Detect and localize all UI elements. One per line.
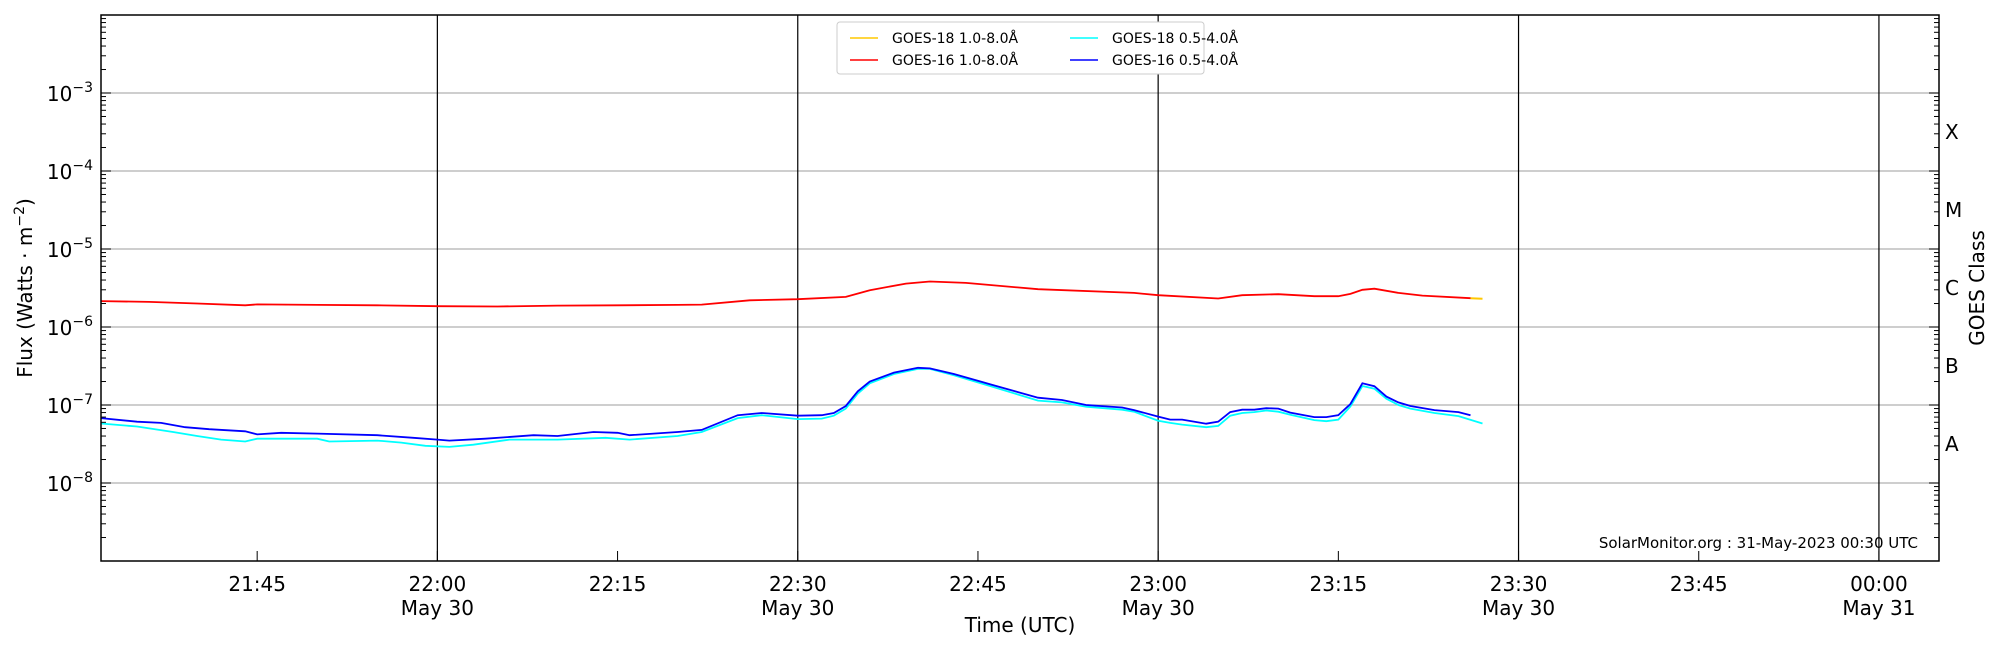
series-line-1 <box>100 280 1471 308</box>
x-tick-label: 23:30 <box>1490 572 1548 596</box>
y-tick-label: 10−6 <box>47 314 93 340</box>
grid <box>101 15 1939 561</box>
legend-label: GOES-16 1.0-8.0Å <box>892 52 1018 69</box>
x-tick-label: 22:30 <box>769 572 827 596</box>
goes-class-axis-label: GOES Class <box>1965 230 1989 346</box>
y-tick-label: 10−4 <box>47 158 93 184</box>
y-tick-label: 10−3 <box>47 80 93 106</box>
legend-label: GOES-18 0.5-4.0Å <box>1112 30 1238 47</box>
y-axis-label: Flux (Watts · m−2) <box>12 198 37 378</box>
x-tick-date: May 30 <box>401 596 474 620</box>
x-tick-date: May 30 <box>1482 596 1555 620</box>
x-tick-date: May 30 <box>1122 596 1195 620</box>
x-tick-label: 23:00 <box>1129 572 1187 596</box>
goes-class-label: A <box>1945 432 1959 456</box>
goes-class-label: M <box>1945 198 1962 222</box>
series-line-0 <box>1470 297 1483 300</box>
legend-label: GOES-16 0.5-4.0Å <box>1112 52 1238 69</box>
y-tick-label: 10−7 <box>47 392 93 418</box>
x-tick-label: 22:15 <box>589 572 647 596</box>
plot-frame <box>100 14 1940 562</box>
x-tick-date: May 30 <box>761 596 834 620</box>
x-tick-date: May 31 <box>1842 596 1915 620</box>
y-tick-label: 10−5 <box>47 236 93 262</box>
x-tick-label: 23:15 <box>1310 572 1368 596</box>
legend: GOES-18 1.0-8.0Å GOES-16 1.0-8.0Å GOES-18 … <box>836 21 1238 75</box>
x-axis-label: Time (UTC) <box>964 613 1076 637</box>
goes-class-label: B <box>1945 354 1959 378</box>
legend-label: GOES-18 1.0-8.0Å <box>892 30 1018 47</box>
credit-text: SolarMonitor.org : 31-May-2023 00:30 UTC <box>1599 534 1918 552</box>
x-tick-label: 21:45 <box>228 572 286 596</box>
x-tick-label: 22:45 <box>949 572 1007 596</box>
goes-class-label: C <box>1945 276 1959 300</box>
x-tick-label: 00:00 <box>1850 572 1908 596</box>
series-lines <box>100 280 1483 448</box>
goes-class-label: X <box>1945 120 1959 144</box>
y-tick-label: 10−8 <box>47 470 93 496</box>
series-line-3 <box>100 366 1471 442</box>
x-tick-label: 22:00 <box>409 572 467 596</box>
x-tick-label: 23:45 <box>1670 572 1728 596</box>
